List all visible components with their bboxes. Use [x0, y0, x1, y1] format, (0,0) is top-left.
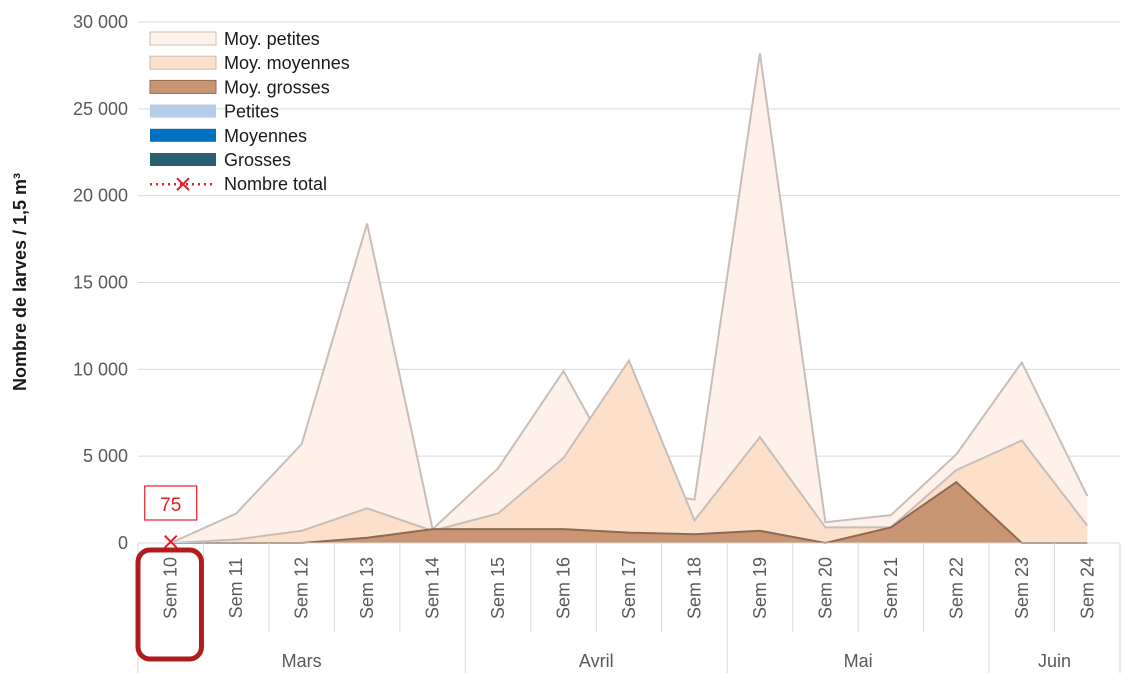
legend-moyennes-swatch [150, 128, 216, 142]
legend-nombre-total-label: Nombre total [224, 174, 327, 194]
x-tick-label: Sem 17 [619, 557, 639, 619]
legend-moy-petites-label: Moy. petites [224, 29, 320, 49]
legend-moyennes-label: Moyennes [224, 126, 307, 146]
legend: Moy. petites Moy. moyennes Moy. grosses Pet… [149, 29, 350, 194]
legend-moy-petites-swatch [149, 31, 217, 46]
area-moy-petites [170, 53, 1088, 544]
legend-nombre-total-marker [176, 177, 190, 191]
y-tick-label: 20 000 [73, 186, 128, 206]
x-tick-label: Sem 22 [946, 557, 966, 619]
area-moy-grosses [170, 482, 1088, 543]
legend-moy-grosses-label: Moy. grosses [224, 77, 330, 97]
area-moy-grosses-outline [170, 480, 1088, 545]
y-tick-label: 10 000 [73, 359, 128, 379]
area-moy-moyennes-outline [170, 358, 1089, 544]
x-tick-label: Sem 23 [1012, 557, 1032, 619]
data-label-box [144, 485, 198, 521]
x-tick-label: Sem 18 [684, 557, 704, 619]
x-tick-label: Sem 12 [292, 557, 312, 619]
legend-petites-label: Petites [224, 102, 279, 122]
x-tick-label: Sem 16 [554, 557, 574, 619]
x-tick-label: Sem 11 [226, 558, 246, 619]
x-tick-label: Sem 21 [881, 557, 901, 619]
y-tick-label: 30 000 [73, 12, 128, 32]
x-tick-label: Sem 15 [488, 557, 508, 619]
x-tick-label: Sem 19 [750, 557, 770, 619]
y-tick-label: 0 [118, 533, 128, 553]
markers: 75 [135, 485, 204, 662]
month-label: Juin [1038, 651, 1071, 671]
legend-petites-swatch [150, 104, 216, 118]
legend-moy-moyennes-label: Moy. moyennes [224, 53, 350, 73]
legend-grosses-swatch [150, 153, 216, 166]
x-tick-label: Sem 13 [357, 557, 377, 619]
x-tick-label: Sem 24 [1077, 557, 1097, 619]
plot-areas [170, 53, 1089, 545]
month-label: Mars [282, 651, 322, 671]
x-tick-label: Sem 10 [161, 557, 181, 619]
area-moy-moyennes [170, 360, 1088, 543]
month-label: Avril [579, 651, 614, 671]
y-tick-label: 15 000 [73, 273, 128, 293]
x-tick-label: Sem 14 [423, 557, 443, 619]
y-axis-label: Nombre de larves / 1,5 m³ [10, 173, 30, 391]
month-label: Mai [844, 651, 873, 671]
total-marker [164, 534, 178, 549]
legend-moy-moyennes-swatch [149, 55, 217, 70]
highlight-box [135, 547, 204, 662]
y-tick-label: 5 000 [83, 446, 128, 466]
legend-grosses-label: Grosses [224, 150, 291, 170]
legend-moy-grosses-swatch [149, 79, 217, 94]
x-tick-label: Sem 20 [815, 557, 835, 619]
y-tick-label: 25 000 [73, 99, 128, 119]
data-label: 75 [160, 495, 181, 516]
